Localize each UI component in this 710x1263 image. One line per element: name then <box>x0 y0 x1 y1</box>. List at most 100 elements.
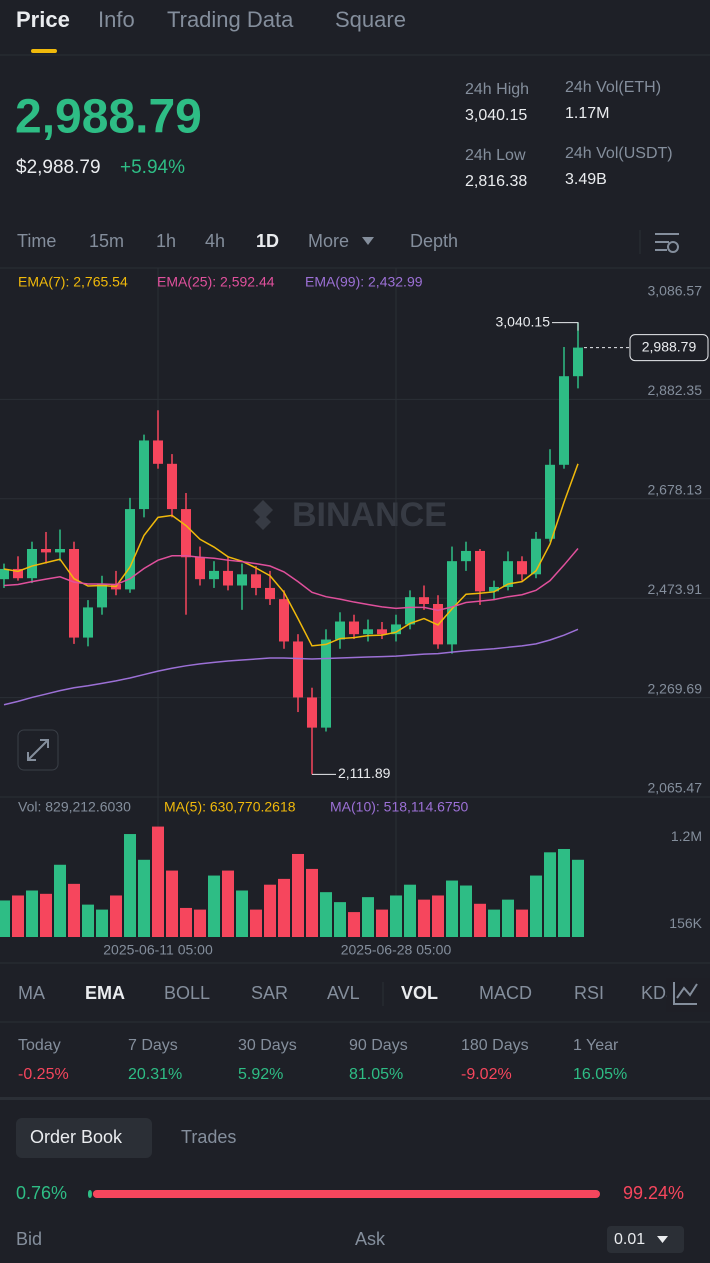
timeframe[interactable]: 1h <box>156 231 176 251</box>
indicator-tab[interactable]: RSI <box>574 983 604 1003</box>
volume-bar <box>488 909 500 937</box>
tab[interactable]: Price <box>16 7 70 32</box>
indicator-tab[interactable]: AVL <box>327 983 360 1003</box>
legend-entry: MA(5): 630,770.2618 <box>164 799 296 815</box>
timeframe-active[interactable]: 1D <box>256 231 279 251</box>
volume-bar <box>96 909 108 937</box>
timeframe[interactable]: 15m <box>89 231 124 251</box>
indicator-tab[interactable]: SAR <box>251 983 288 1003</box>
ask-header: Ask <box>355 1229 386 1249</box>
y-tick-label: 2,065.47 <box>648 780 703 796</box>
volume-bar <box>558 848 570 937</box>
volume-bar <box>572 859 584 937</box>
tab[interactable]: Square <box>335 7 406 32</box>
volume-bar <box>236 890 248 937</box>
volume-bar <box>152 826 164 937</box>
precision-select[interactable] <box>607 1226 684 1253</box>
candle-body <box>377 629 387 635</box>
period-label: Today <box>18 1037 61 1054</box>
legend-entry: EMA(25): 2,592.44 <box>157 274 275 290</box>
volume-bar <box>502 899 514 937</box>
period-value: -0.25% <box>18 1066 69 1083</box>
book-tab-active[interactable]: Order Book <box>30 1127 123 1147</box>
candle-body <box>41 548 51 553</box>
stat-label: 24h High <box>465 81 529 98</box>
candle-body <box>27 548 37 579</box>
volume-bar <box>376 909 388 937</box>
period-value: 5.92% <box>238 1066 283 1083</box>
volume-bar <box>40 893 52 937</box>
watermark: BINANCE <box>253 496 447 534</box>
candle-body <box>335 621 345 640</box>
volume-bar <box>208 875 220 937</box>
ema-line <box>3 463 579 647</box>
volume-bar <box>418 899 430 937</box>
chart-icon[interactable] <box>673 982 698 1005</box>
indicator-tab[interactable]: BOLL <box>164 983 210 1003</box>
volume-bar <box>530 875 542 937</box>
volume-bar <box>544 852 556 937</box>
indicator-tab[interactable]: MACD <box>479 983 532 1003</box>
y-tick-label: 156K <box>669 915 702 931</box>
indicator-tab-active[interactable]: EMA <box>85 983 125 1003</box>
candle-body <box>363 629 373 635</box>
candle-body <box>55 548 65 553</box>
timeframe[interactable]: Depth <box>410 231 458 251</box>
timeframe[interactable]: Time <box>17 231 56 251</box>
tab-indicator <box>31 49 57 53</box>
candle-body <box>447 561 457 645</box>
volume-bar <box>124 834 136 937</box>
clip: KDJ <box>641 983 675 1003</box>
divider <box>0 1097 710 1100</box>
timeframe[interactable]: 4h <box>205 231 225 251</box>
timeframe-more[interactable]: More <box>308 231 349 251</box>
candle-body <box>503 561 513 587</box>
candle-body <box>13 568 23 579</box>
candle-body <box>153 440 163 464</box>
stat-value: 1.17M <box>565 105 609 122</box>
x-tick-label: 2025-06-11 05:00 <box>103 942 213 958</box>
book-tab[interactable]: Trades <box>181 1127 236 1147</box>
settings-icon[interactable] <box>655 233 679 253</box>
candle-body <box>167 463 177 510</box>
fade <box>666 978 710 1012</box>
volume-bar <box>334 902 346 937</box>
y-tick-label: 2,882.35 <box>648 382 703 398</box>
candle-body <box>223 570 233 586</box>
stat-label: 24h Low <box>465 147 526 164</box>
period-value: 16.05% <box>573 1066 627 1083</box>
stat-label: 24h Vol(ETH) <box>565 79 661 96</box>
candle-body <box>517 561 527 575</box>
candle-body <box>531 538 541 575</box>
candle-body <box>573 347 583 377</box>
volume-bar <box>138 859 150 937</box>
precision-value: 0.01 <box>614 1231 645 1248</box>
watermark-text: BINANCE <box>292 496 447 534</box>
volume-bar <box>264 884 276 937</box>
indicator-tab[interactable]: MA <box>18 983 45 1003</box>
tab-background <box>16 1118 152 1158</box>
period-value: -9.02% <box>461 1066 512 1083</box>
last-price-box <box>629 334 709 362</box>
indicator-tab-active[interactable]: VOL <box>401 983 438 1003</box>
period-label: 180 Days <box>461 1037 529 1054</box>
volume-bar <box>26 890 38 937</box>
y-tick-label: 2,473.91 <box>648 581 703 597</box>
candle-body <box>307 697 317 728</box>
volume-bar <box>194 909 206 937</box>
tab[interactable]: Info <box>98 7 135 32</box>
bid-ratio-bar <box>88 1190 92 1198</box>
dropdown-arrow <box>362 237 374 245</box>
volume-bar <box>474 903 486 937</box>
indicator-tab[interactable]: KDJ <box>641 983 675 1003</box>
expand-button[interactable] <box>17 729 59 771</box>
period-label: 90 Days <box>349 1037 408 1054</box>
volume-bar <box>166 870 178 937</box>
stat-value: 3,040.15 <box>465 107 527 124</box>
candle-body <box>391 624 401 635</box>
low-label: 2,111.89 <box>338 765 391 781</box>
tab[interactable]: Trading Data <box>167 7 294 32</box>
volume-bar <box>0 900 10 937</box>
period-label: 30 Days <box>238 1037 297 1054</box>
